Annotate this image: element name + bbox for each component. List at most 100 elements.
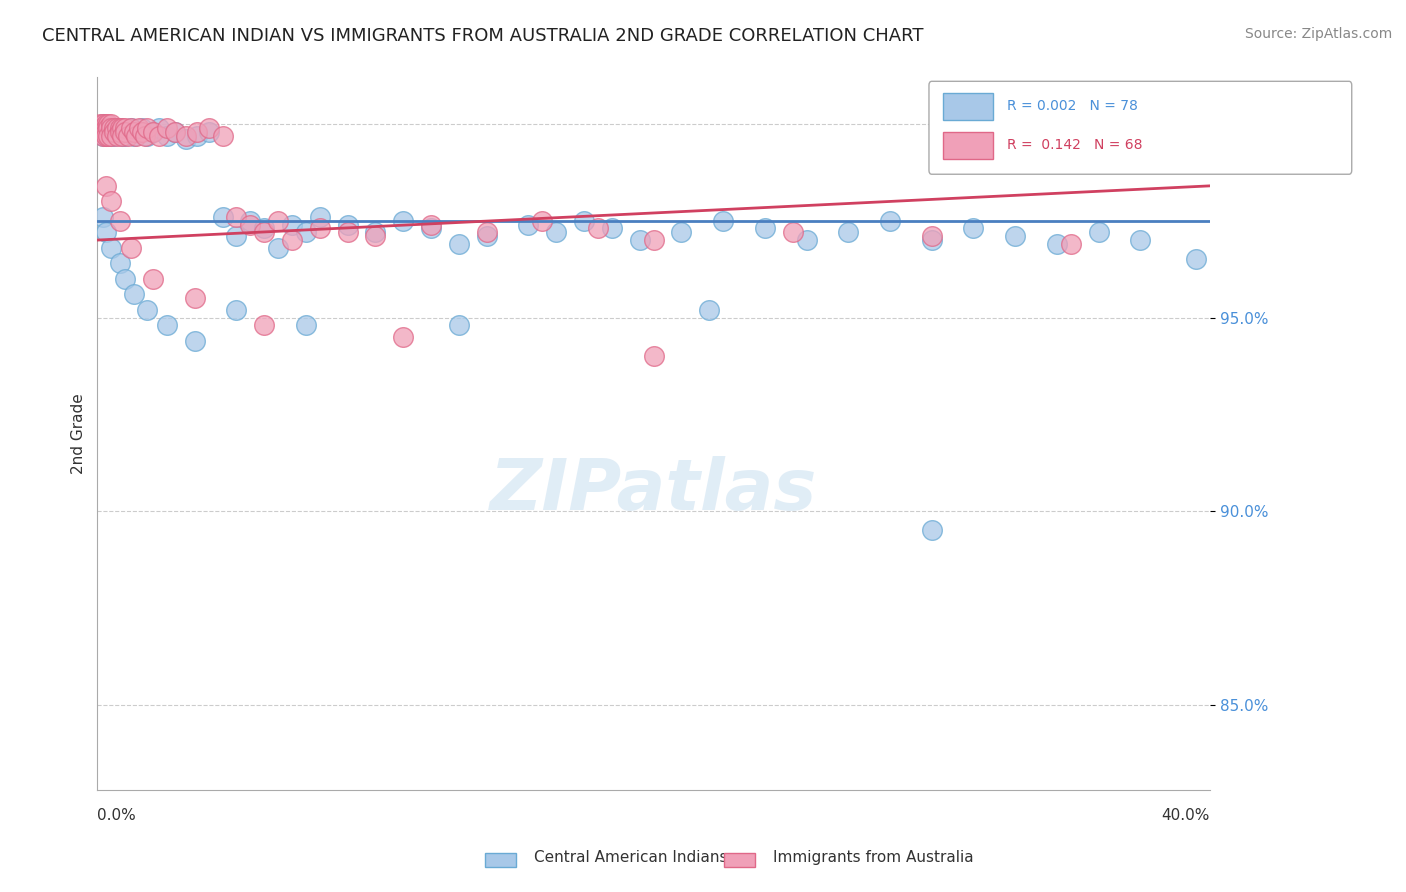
Point [94,225,117,239]
Point [122,287,145,301]
Point [308,210,330,224]
Point [103,120,125,135]
Text: Source: ZipAtlas.com: Source: ZipAtlas.com [1244,27,1392,41]
Point [89,125,111,139]
Point [148,120,170,135]
Point [754,221,776,235]
Point [225,229,247,244]
Point [100,241,122,255]
Point [643,233,665,247]
Point [142,125,165,139]
Point [336,218,359,232]
Point [253,221,276,235]
Point [156,318,179,333]
Point [782,225,804,239]
Point [447,236,470,251]
Point [91,117,114,131]
Point [97,128,120,143]
Text: R =  0.142   N = 68: R = 0.142 N = 68 [1007,138,1142,153]
Point [211,210,233,224]
Point [420,221,443,235]
Point [103,128,125,143]
Point [176,128,198,143]
Point [837,225,859,239]
Point [103,120,125,135]
Point [89,117,111,131]
FancyBboxPatch shape [943,132,993,159]
Point [364,225,387,239]
Point [281,233,304,247]
Point [1087,225,1109,239]
Point [1004,229,1026,244]
Point [94,125,117,139]
Point [120,120,142,135]
Point [921,233,943,247]
Text: CENTRAL AMERICAN INDIAN VS IMMIGRANTS FROM AUSTRALIA 2ND GRADE CORRELATION CHART: CENTRAL AMERICAN INDIAN VS IMMIGRANTS FR… [42,27,924,45]
Y-axis label: 2nd Grade: 2nd Grade [72,393,86,474]
Point [586,221,609,235]
Point [420,218,443,232]
Point [796,233,818,247]
Point [643,349,665,363]
Text: R = 0.002   N = 78: R = 0.002 N = 78 [1007,100,1137,113]
Point [108,256,131,270]
Point [125,128,148,143]
Point [94,120,117,135]
Point [89,120,111,135]
Point [103,125,125,139]
Text: 0.0%: 0.0% [97,808,136,823]
Point [962,221,984,235]
Point [94,120,117,135]
Point [176,132,198,146]
Point [100,128,122,143]
Point [94,178,117,193]
Point [120,241,142,255]
Point [100,117,122,131]
Point [447,318,470,333]
Point [108,120,131,135]
Point [131,125,153,139]
Text: ZIPatlas: ZIPatlas [489,456,817,525]
Point [100,194,122,209]
Point [697,302,720,317]
Point [531,213,554,227]
Point [267,241,290,255]
Point [128,125,150,139]
Point [183,291,205,305]
Point [1185,252,1208,267]
Point [97,125,120,139]
Point [94,128,117,143]
Point [120,120,142,135]
Point [105,120,128,135]
Point [142,272,165,286]
Point [211,128,233,143]
Point [105,125,128,139]
FancyBboxPatch shape [943,93,993,120]
Point [111,120,134,135]
Point [295,225,318,239]
Point [239,213,262,227]
Text: Central American Indians: Central American Indians [534,850,728,865]
Point [879,213,901,227]
Point [94,125,117,139]
Point [100,125,122,139]
Point [131,120,153,135]
Point [392,330,415,344]
Point [114,120,136,135]
Point [921,524,943,538]
Point [628,233,651,247]
Point [921,229,943,244]
Point [165,125,187,139]
Point [148,128,170,143]
Point [364,229,387,244]
Point [100,128,122,143]
Point [183,334,205,348]
Point [91,125,114,139]
Point [186,128,208,143]
Point [94,117,117,131]
Point [165,125,187,139]
Point [253,318,276,333]
Point [128,120,150,135]
Point [156,120,179,135]
Text: Immigrants from Australia: Immigrants from Australia [773,850,974,865]
